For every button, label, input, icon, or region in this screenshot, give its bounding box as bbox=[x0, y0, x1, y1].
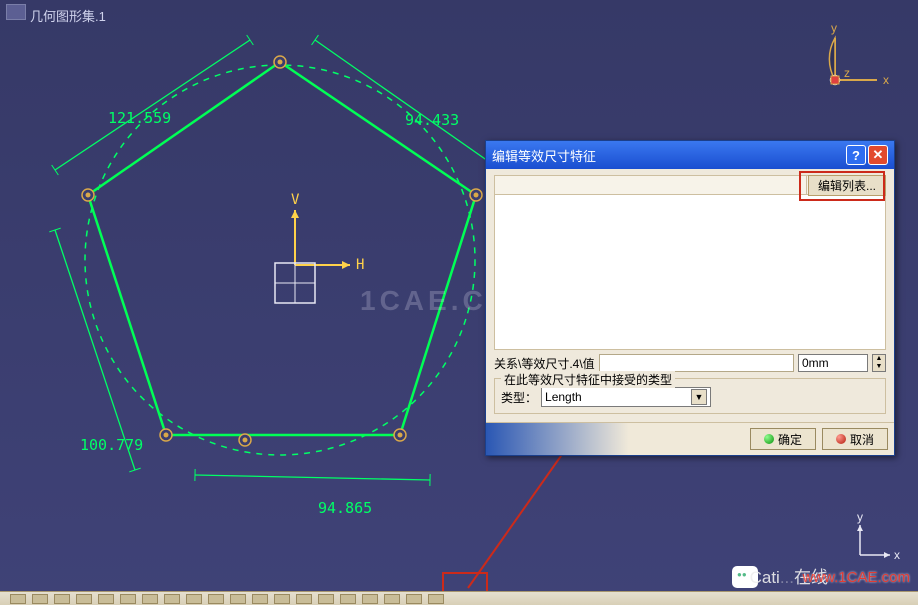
compass-y: y bbox=[831, 21, 837, 35]
ok-button[interactable]: 确定 bbox=[750, 428, 816, 450]
svg-text:121.559: 121.559 bbox=[108, 109, 171, 127]
toolbar-icon[interactable] bbox=[252, 594, 268, 604]
dialog-footer: 确定 取消 bbox=[486, 422, 894, 455]
highlight-edit-list bbox=[799, 171, 885, 201]
svg-text:x: x bbox=[894, 548, 900, 562]
type-group: 在此等效尺寸特征中接受的类型 类型： Length ▼ bbox=[494, 378, 886, 414]
compass[interactable]: x y z bbox=[829, 21, 889, 87]
dialog-body: 编辑列表... 关系\等效尺寸.4\值 ▲▼ 在此等效尺寸特征中接受的类型 类型… bbox=[486, 169, 894, 422]
type-group-title: 在此等效尺寸特征中接受的类型 bbox=[501, 371, 675, 388]
value-input[interactable] bbox=[798, 354, 868, 372]
toolbar-icon[interactable] bbox=[384, 594, 400, 604]
close-button[interactable]: ✕ bbox=[868, 145, 888, 165]
url-watermark: www.1CAE.com bbox=[802, 569, 910, 586]
cad-viewport[interactable]: 几何图形集.1 HV 121.55994.433100.77994.865 x … bbox=[0, 0, 918, 605]
svg-text:y: y bbox=[857, 510, 863, 524]
type-select-value: Length bbox=[545, 390, 582, 404]
help-button[interactable]: ? bbox=[846, 145, 866, 165]
toolbar-icon[interactable] bbox=[406, 594, 422, 604]
toolbar-icon[interactable] bbox=[186, 594, 202, 604]
hv-axes: HV bbox=[291, 192, 364, 273]
chevron-down-icon: ▼ bbox=[691, 389, 707, 405]
origin-square bbox=[275, 263, 315, 303]
toolbar-icon[interactable] bbox=[32, 594, 48, 604]
toolbar-icon[interactable] bbox=[98, 594, 114, 604]
relation-label: 关系\等效尺寸.4\值 bbox=[494, 355, 595, 372]
toolbar-icon[interactable] bbox=[274, 594, 290, 604]
svg-text:100.779: 100.779 bbox=[80, 436, 143, 454]
toolbar-icon[interactable] bbox=[296, 594, 312, 604]
list-body[interactable] bbox=[494, 195, 886, 350]
value-spinner[interactable]: ▲▼ bbox=[872, 354, 886, 372]
toolbar-icon[interactable] bbox=[76, 594, 92, 604]
toolbar-icon[interactable] bbox=[318, 594, 334, 604]
svg-text:94.433: 94.433 bbox=[405, 111, 459, 129]
dialog-title: 编辑等效尺寸特征 bbox=[492, 146, 844, 165]
relation-field[interactable] bbox=[599, 354, 794, 372]
toolbar-icon[interactable] bbox=[208, 594, 224, 604]
svg-text:H: H bbox=[356, 257, 364, 273]
ok-icon bbox=[764, 434, 774, 444]
type-label: 类型： bbox=[501, 389, 537, 406]
toolbar-icon[interactable] bbox=[54, 594, 70, 604]
bottom-toolbar[interactable] bbox=[0, 591, 918, 605]
toolbar-icon[interactable] bbox=[142, 594, 158, 604]
mini-axes: x y bbox=[857, 510, 900, 562]
compass-z: z bbox=[844, 66, 850, 80]
type-select[interactable]: Length ▼ bbox=[541, 387, 711, 407]
dialog-titlebar[interactable]: 编辑等效尺寸特征 ? ✕ bbox=[486, 141, 894, 169]
svg-text:V: V bbox=[291, 192, 300, 208]
toolbar-icon[interactable] bbox=[164, 594, 180, 604]
toolbar-icon[interactable] bbox=[340, 594, 356, 604]
toolbar-icon[interactable] bbox=[428, 594, 444, 604]
svg-text:94.865: 94.865 bbox=[318, 499, 372, 517]
cancel-icon bbox=[836, 434, 846, 444]
toolbar-icon[interactable] bbox=[230, 594, 246, 604]
cancel-button[interactable]: 取消 bbox=[822, 428, 888, 450]
toolbar-icon[interactable] bbox=[10, 594, 26, 604]
toolbar-icon[interactable] bbox=[362, 594, 378, 604]
toolbar-icon[interactable] bbox=[120, 594, 136, 604]
compass-x: x bbox=[883, 73, 889, 87]
